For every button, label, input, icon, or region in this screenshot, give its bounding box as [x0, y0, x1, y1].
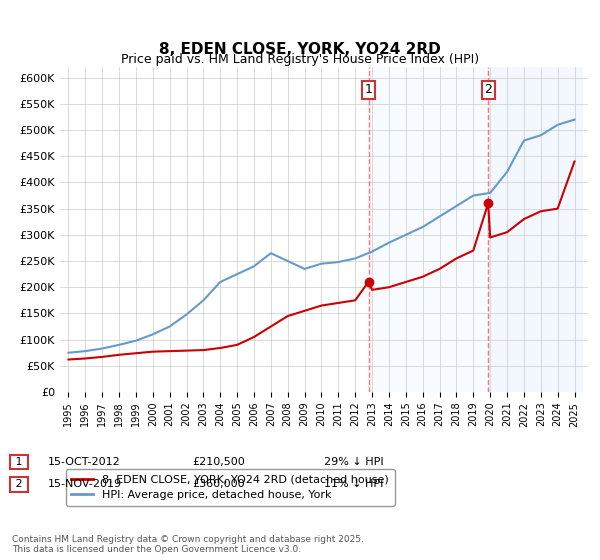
Text: £360,000: £360,000 — [192, 479, 245, 489]
Text: 2: 2 — [484, 83, 492, 96]
Text: Contains HM Land Registry data © Crown copyright and database right 2025.
This d: Contains HM Land Registry data © Crown c… — [12, 535, 364, 554]
Bar — [488, 67, 583, 392]
Text: 29% ↓ HPI: 29% ↓ HPI — [324, 457, 383, 467]
Text: Price paid vs. HM Land Registry's House Price Index (HPI): Price paid vs. HM Land Registry's House … — [121, 53, 479, 66]
Text: 1: 1 — [365, 83, 373, 96]
Text: 2: 2 — [12, 479, 26, 489]
Text: 15-OCT-2012: 15-OCT-2012 — [48, 457, 121, 467]
Text: 15-NOV-2019: 15-NOV-2019 — [48, 479, 122, 489]
Text: 11% ↓ HPI: 11% ↓ HPI — [324, 479, 383, 489]
Text: £210,500: £210,500 — [192, 457, 245, 467]
Bar — [368, 67, 583, 392]
Text: 1: 1 — [12, 457, 26, 467]
Legend: 8, EDEN CLOSE, YORK, YO24 2RD (detached house), HPI: Average price, detached hou: 8, EDEN CLOSE, YORK, YO24 2RD (detached … — [65, 469, 395, 506]
Text: 8, EDEN CLOSE, YORK, YO24 2RD: 8, EDEN CLOSE, YORK, YO24 2RD — [159, 42, 441, 57]
